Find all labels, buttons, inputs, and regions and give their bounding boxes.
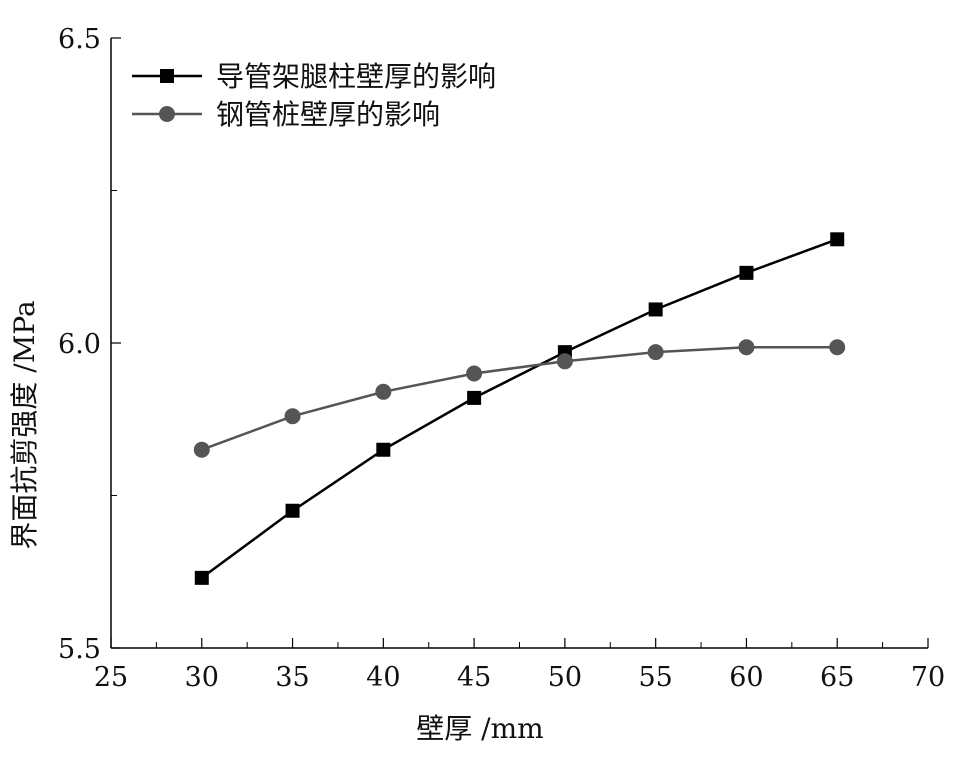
x-tick-label: 30: [185, 662, 219, 693]
x-tick-label: 70: [911, 662, 945, 693]
x-tick-label: 40: [366, 662, 400, 693]
series-2-point: [829, 339, 846, 356]
series-2-point: [556, 353, 573, 370]
series-1-point: [285, 503, 300, 518]
y-tick-label: 6.5: [58, 24, 101, 55]
x-tick-label: 60: [729, 662, 763, 693]
series-2: [193, 339, 846, 458]
x-tick-label: 50: [548, 662, 582, 693]
series-2-point: [284, 408, 301, 425]
y-tick-label: 5.5: [58, 634, 101, 665]
legend-label-series-2: 钢管桩壁厚的影响: [216, 98, 440, 131]
series-2-point: [466, 365, 483, 382]
series-2-point: [647, 344, 664, 361]
x-tick-label: 35: [275, 662, 309, 693]
series-1-point: [648, 302, 663, 317]
x-tick-label: 25: [94, 662, 128, 693]
x-axis-title: 壁厚 /mm: [416, 712, 543, 745]
series-1-point: [376, 442, 391, 457]
series-1-line: [201, 238, 838, 579]
y-axis-title: 界面抗剪强度 /MPa: [8, 300, 41, 549]
y-axis-ticks: 5.5 6.0 6.5: [58, 24, 121, 665]
series-1-point: [830, 232, 845, 247]
series-1-point: [194, 570, 209, 585]
series-2-point: [738, 339, 755, 356]
series-2-line: [201, 346, 838, 451]
x-axis-ticks: 25 30 35 40 45 50 55 60 65 70: [94, 638, 945, 693]
series-1-point: [739, 265, 754, 280]
x-tick-label: 65: [820, 662, 854, 693]
series-2-point: [193, 441, 210, 458]
series-2-point: [375, 383, 392, 400]
legend-label-series-1: 导管架腿柱壁厚的影响: [216, 60, 496, 93]
y-tick-label: 6.0: [58, 329, 101, 360]
series-layer: [193, 232, 846, 585]
series-1: [194, 232, 845, 585]
legend: 导管架腿柱壁厚的影响 钢管桩壁厚的影响: [132, 60, 496, 131]
legend-marker-series-2: [159, 106, 175, 122]
series-1-point: [467, 390, 482, 405]
legend-marker-series-1: [160, 69, 174, 83]
x-tick-label: 55: [638, 662, 672, 693]
x-tick-label: 45: [457, 662, 491, 693]
